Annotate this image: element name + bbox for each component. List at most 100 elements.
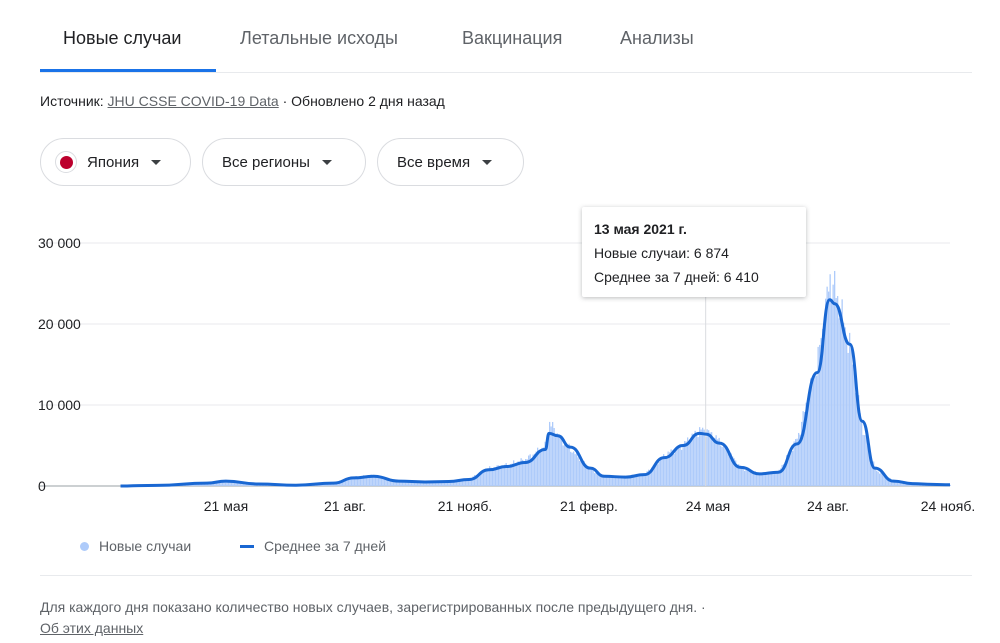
new-cases-bar — [724, 447, 726, 486]
new-cases-bar — [790, 449, 792, 486]
new-cases-bar — [801, 421, 803, 486]
new-cases-bar — [660, 457, 662, 486]
new-cases-bar — [856, 387, 858, 486]
new-cases-bar — [582, 461, 584, 486]
new-cases-bar — [537, 447, 539, 486]
tab-vaccination[interactable]: Вакцинация — [462, 28, 563, 48]
new-cases-bar — [780, 468, 782, 486]
new-cases-bar — [412, 481, 414, 486]
new-cases-bar — [474, 475, 476, 486]
new-cases-bar — [888, 477, 890, 486]
about-data-link[interactable]: Об этих данных — [40, 620, 144, 636]
new-cases-bar — [663, 454, 665, 486]
new-cases-bar — [678, 445, 680, 486]
new-cases-bar — [390, 479, 392, 486]
new-cases-bar — [583, 461, 585, 486]
new-cases-bar — [684, 441, 686, 486]
new-cases-bar — [829, 274, 831, 486]
new-cases-bar — [778, 469, 780, 486]
new-cases-bar — [531, 458, 533, 486]
new-cases-bar — [759, 473, 761, 486]
tab-new-cases[interactable]: Новые случаи — [63, 28, 182, 48]
new-cases-bar — [687, 437, 689, 486]
new-cases-bar — [873, 461, 875, 486]
new-cases-bar — [216, 481, 218, 486]
new-cases-bar — [379, 476, 381, 486]
new-cases-bar — [750, 470, 752, 486]
x-tick-label: 21 февр. — [560, 498, 618, 514]
new-cases-bar — [784, 462, 786, 486]
country-dropdown[interactable]: Япония — [40, 138, 191, 186]
new-cases-bar — [766, 472, 768, 486]
new-cases-bar — [357, 477, 359, 486]
new-cases-bar — [666, 457, 668, 486]
new-cases-bar — [867, 445, 869, 486]
new-cases-bar — [372, 475, 374, 486]
new-cases-bar — [681, 449, 683, 486]
new-cases-bar — [439, 481, 441, 486]
new-cases-bar — [546, 442, 548, 486]
new-cases-bar — [429, 482, 431, 486]
new-cases-bar — [630, 475, 632, 486]
new-cases-bar — [435, 481, 437, 486]
new-cases-bar — [691, 433, 693, 486]
new-cases-bar — [789, 451, 791, 486]
new-cases-bar — [670, 449, 672, 486]
new-cases-bar — [571, 452, 573, 486]
new-cases-bar — [424, 482, 426, 486]
new-cases-bar — [625, 477, 627, 486]
new-cases-bar — [838, 318, 840, 486]
new-cases-bar — [642, 475, 644, 486]
new-cases-bar — [628, 475, 630, 486]
new-cases-bar — [600, 473, 602, 486]
new-cases-bar — [229, 480, 231, 486]
new-cases-bar — [522, 459, 524, 486]
new-cases-bar — [472, 476, 474, 486]
legend-average-label: Среднее за 7 дней — [264, 538, 387, 554]
new-cases-bar — [732, 456, 734, 486]
new-cases-bar — [891, 479, 893, 486]
tab-deaths[interactable]: Летальные исходы — [240, 28, 398, 48]
new-cases-bar — [627, 476, 629, 486]
new-cases-bar — [351, 477, 353, 486]
new-cases-bar — [346, 478, 348, 486]
new-cases-bar — [751, 472, 753, 486]
new-cases-bar — [882, 473, 884, 486]
new-cases-bar — [475, 476, 477, 486]
period-dropdown[interactable]: Все время — [377, 138, 524, 186]
new-cases-bar — [879, 473, 881, 486]
new-cases-bar — [745, 470, 747, 486]
new-cases-bar — [493, 467, 495, 486]
new-cases-bar — [381, 477, 383, 486]
y-tick-label: 10 000 — [38, 397, 81, 413]
region-dropdown[interactable]: Все регионы — [202, 138, 366, 186]
source-link[interactable]: JHU CSSE COVID-19 Data — [107, 93, 279, 109]
new-cases-bar — [864, 435, 866, 486]
new-cases-bar — [447, 481, 449, 486]
new-cases-bar — [843, 322, 845, 486]
tab-tests[interactable]: Анализы — [620, 28, 694, 48]
new-cases-bar — [604, 476, 606, 486]
new-cases-bar — [903, 482, 905, 486]
new-cases-bar — [853, 372, 855, 486]
new-cases-bar — [858, 395, 860, 486]
new-cases-bar — [613, 476, 615, 486]
new-cases-bar — [685, 441, 687, 486]
legend-new-cases-label: Новые случаи — [99, 538, 192, 554]
cases-chart[interactable]: 0 10 000 20 000 30 000 21 мая 21 авг. 21 нояб… — [0, 200, 1000, 520]
new-cases-bar — [238, 481, 240, 486]
new-cases-bar — [490, 467, 492, 486]
new-cases-bar — [471, 477, 473, 486]
new-cases-bar — [454, 480, 456, 486]
country-label: Япония — [87, 153, 140, 171]
new-cases-bar — [690, 440, 692, 486]
new-cases-bar — [723, 442, 725, 486]
new-cases-bar — [729, 456, 731, 486]
new-cases-bar — [480, 472, 482, 486]
new-cases-bar — [364, 476, 366, 486]
new-cases-bar — [432, 481, 434, 486]
new-cases-bar — [411, 481, 413, 486]
new-cases-bar — [559, 435, 561, 486]
new-cases-bar — [850, 348, 852, 486]
new-cases-bar — [385, 477, 387, 486]
